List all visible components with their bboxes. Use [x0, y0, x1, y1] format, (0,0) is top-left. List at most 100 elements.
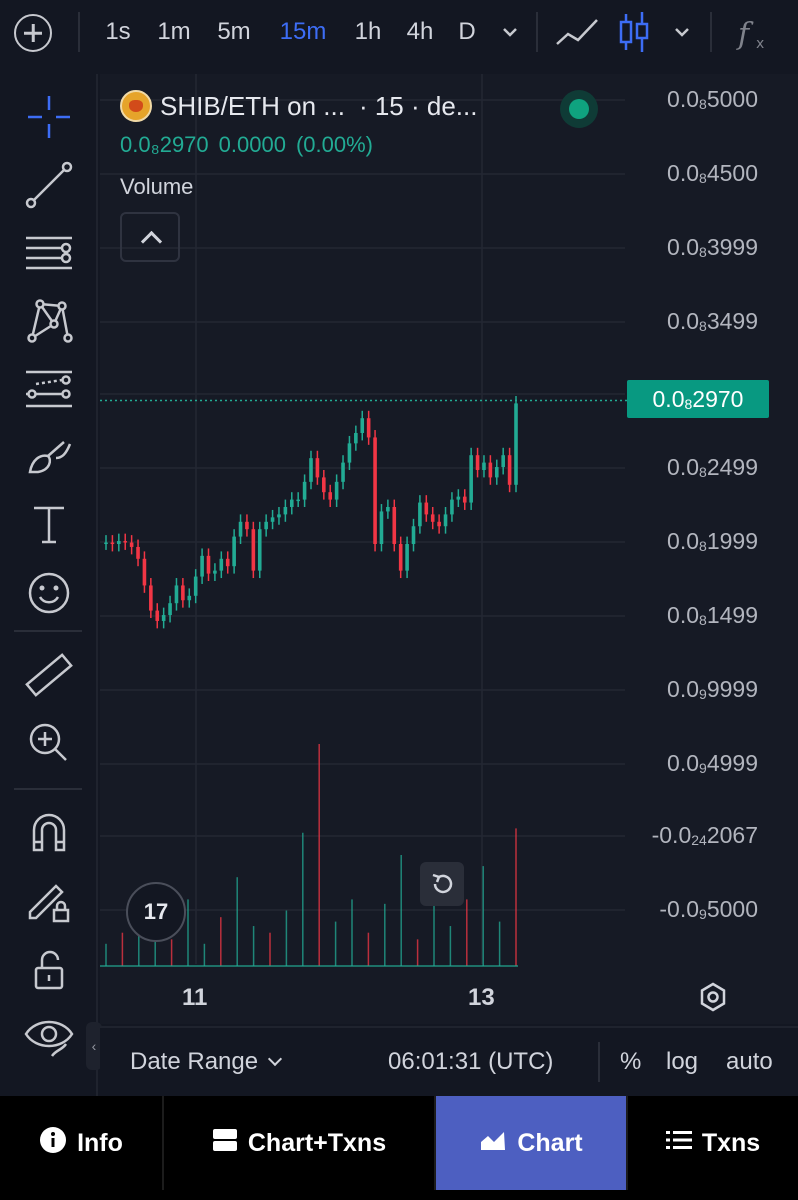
- brush-icon[interactable]: [22, 430, 76, 484]
- candle-body: [104, 542, 108, 545]
- tab-txns[interactable]: Txns: [628, 1096, 798, 1190]
- candle-body: [494, 467, 499, 478]
- candle-body: [379, 511, 384, 544]
- candle-body: [475, 455, 480, 470]
- line-chart-icon[interactable]: [554, 14, 600, 52]
- horizontal-lines-icon[interactable]: [22, 226, 76, 280]
- auto-scale-button[interactable]: auto: [726, 1048, 773, 1075]
- candle-body: [514, 403, 518, 485]
- zoom-in-icon[interactable]: [22, 716, 76, 770]
- timeframe-15m[interactable]: 15m: [279, 18, 327, 45]
- price-chart[interactable]: [100, 74, 798, 1024]
- chart-legend: SHIB/ETH on ... · 15 · de... 0.0₈2970 0.0…: [120, 88, 477, 262]
- price-axis-label: 0.099999: [667, 676, 758, 702]
- symbol-name[interactable]: SHIB/ETH on ...: [160, 90, 345, 121]
- emoji-icon[interactable]: [22, 566, 76, 620]
- tab-info[interactable]: Info: [0, 1096, 164, 1190]
- price-axis-label: -0.095000: [659, 896, 758, 922]
- crosshair-icon[interactable]: [22, 90, 76, 144]
- candles-icon[interactable]: [616, 10, 652, 54]
- candle-body: [507, 455, 512, 485]
- candle-body: [219, 558, 224, 571]
- reset-icon: [432, 873, 453, 894]
- candle-body: [456, 496, 461, 500]
- tab-chart-txns[interactable]: Chart+Txns: [164, 1096, 436, 1190]
- reset-chart-button[interactable]: [420, 862, 464, 906]
- candle-body: [251, 529, 256, 571]
- utc-clock[interactable]: 06:01:31 (UTC): [388, 1048, 554, 1075]
- last-price-value: 0.0₈2970: [120, 132, 209, 157]
- pattern-icon[interactable]: [22, 294, 76, 348]
- time-label: 11: [182, 984, 208, 1011]
- candle-body: [117, 541, 121, 544]
- candle-body: [501, 455, 505, 468]
- tab-chart[interactable]: Chart: [436, 1096, 628, 1190]
- lock-drawings-icon[interactable]: [22, 874, 76, 928]
- timeframe-4h[interactable]: 4h: [406, 18, 434, 45]
- percent-scale-button[interactable]: %: [620, 1048, 642, 1075]
- candle-body: [462, 496, 467, 503]
- candle-body: [142, 558, 147, 586]
- candle-body: [283, 507, 288, 515]
- eye-icon[interactable]: [22, 1010, 76, 1064]
- candle-body: [161, 615, 166, 621]
- candle-body: [488, 462, 493, 478]
- divider: [536, 12, 538, 52]
- collapse-toolbar-button[interactable]: ‹: [86, 1022, 102, 1070]
- magnet-icon[interactable]: [22, 806, 76, 860]
- bottom-tab-bar: Info Chart+Txns Chart Txns: [0, 1096, 798, 1200]
- candle-body: [334, 481, 339, 500]
- candle-body: [437, 521, 441, 527]
- timeframe-d[interactable]: D: [458, 18, 476, 45]
- time-label: 13: [468, 984, 495, 1011]
- prediction-icon[interactable]: [22, 362, 76, 416]
- trend-line-icon[interactable]: [22, 158, 76, 212]
- indicators-fx-icon[interactable]: f x: [734, 12, 774, 54]
- price-axis-label: 0.082499: [667, 454, 758, 480]
- add-symbol-button[interactable]: [14, 14, 52, 52]
- candle-body: [155, 610, 160, 621]
- candle-body: [328, 492, 333, 500]
- unlock-icon[interactable]: [22, 942, 76, 996]
- timeframe-5m[interactable]: 5m: [217, 18, 251, 45]
- price-axis-label: 0.094999: [667, 750, 758, 776]
- candle-body: [424, 502, 429, 515]
- candle-body: [270, 517, 275, 522]
- candle-body: [405, 544, 409, 571]
- text-icon[interactable]: [22, 498, 76, 552]
- divider: [598, 1042, 600, 1082]
- candle-body: [206, 555, 211, 574]
- time-axis[interactable]: 11 13: [100, 974, 798, 1024]
- collapse-legend-button[interactable]: [120, 212, 180, 262]
- candle-body: [302, 481, 307, 500]
- chevron-down-icon[interactable]: [500, 22, 520, 42]
- candle-body: [136, 546, 140, 559]
- candle-body: [450, 499, 454, 515]
- chart-panel[interactable]: SHIB/ETH on ... · 15 · de... 0.0₈2970 0.0…: [100, 74, 798, 1024]
- price-axis-label: -0.0242067: [651, 822, 758, 848]
- interval-label: · 15 · de...: [358, 90, 478, 121]
- candle-body: [322, 477, 326, 493]
- settings-icon[interactable]: [698, 982, 728, 1012]
- timeframe-1h[interactable]: 1h: [354, 18, 382, 45]
- date-range-button[interactable]: Date Range: [130, 1048, 280, 1076]
- timeframe-1m[interactable]: 1m: [157, 18, 191, 45]
- timeframe-1s[interactable]: 1s: [105, 18, 131, 45]
- candle-body: [411, 526, 416, 544]
- log-scale-button[interactable]: log: [666, 1048, 699, 1075]
- candle-body: [430, 514, 435, 522]
- candle-body: [309, 458, 313, 482]
- ruler-icon[interactable]: [22, 648, 76, 702]
- candle-body: [341, 462, 345, 482]
- divider: [710, 12, 712, 52]
- price-axis-label: 0.081999: [667, 528, 758, 554]
- candle-body: [264, 521, 268, 530]
- chevron-down-icon[interactable]: [672, 22, 692, 42]
- list-icon: [665, 1129, 692, 1158]
- candle-body: [181, 585, 185, 601]
- candle-body: [193, 576, 198, 596]
- candle-body: [469, 455, 473, 503]
- drawing-toolbar: ‹: [0, 74, 102, 1096]
- tradingview-logo[interactable]: 17: [126, 882, 186, 942]
- candle-body: [347, 443, 352, 463]
